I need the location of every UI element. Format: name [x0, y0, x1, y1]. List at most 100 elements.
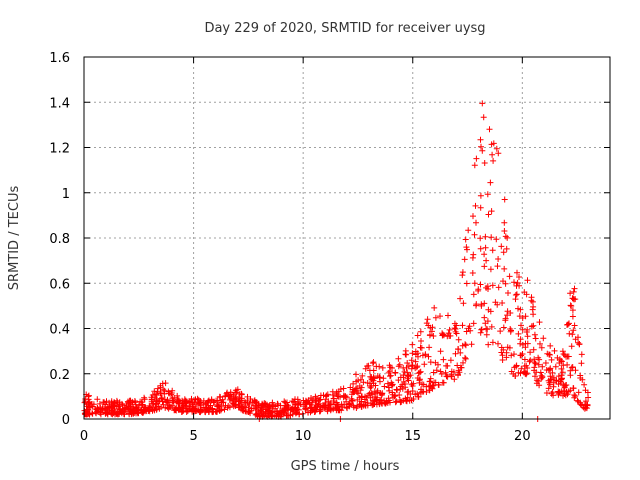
data-point [135, 410, 141, 417]
data-point [488, 323, 495, 330]
data-point [426, 387, 433, 394]
data-point [440, 356, 447, 363]
data-point [512, 296, 519, 303]
data-point [417, 328, 424, 335]
data-point [503, 349, 510, 356]
x-tick-label: 10 [295, 429, 312, 444]
data-point [503, 245, 510, 252]
data-point [165, 390, 172, 397]
data-point [555, 390, 562, 397]
data-point [423, 320, 430, 327]
data-point [357, 387, 364, 394]
data-point [498, 349, 505, 356]
data-point [197, 401, 204, 408]
data-point [329, 392, 336, 398]
data-point [561, 391, 568, 397]
data-point [344, 405, 351, 412]
axis-ticks: 0 5 10 15 20 0 0.2 0.4 0.6 0.8 1 1.2 1.4 1.6 [49, 51, 610, 444]
data-point [477, 329, 484, 336]
data-point [437, 313, 443, 320]
data-point [347, 384, 354, 391]
data-point [368, 383, 375, 390]
data-point [445, 312, 451, 319]
data-point [519, 341, 526, 348]
data-point [183, 398, 190, 405]
data-point [508, 352, 515, 359]
data-point [477, 136, 484, 143]
data-point [484, 326, 491, 333]
data-point [468, 341, 475, 348]
data-point [493, 145, 500, 152]
data-point [578, 402, 585, 409]
data-point [455, 371, 461, 378]
data-point [275, 402, 282, 409]
data-point [489, 151, 496, 158]
data-point [294, 396, 301, 403]
y-tick-label: 1.4 [49, 96, 70, 111]
data-point [501, 196, 508, 203]
data-point [272, 403, 279, 410]
data-point [530, 322, 537, 329]
data-point [561, 352, 568, 359]
data-point [478, 143, 484, 150]
data-point [565, 353, 572, 360]
data-point [485, 341, 492, 348]
data-point [524, 333, 531, 340]
data-point [310, 406, 317, 413]
data-point [358, 403, 365, 410]
data-point [225, 392, 232, 399]
data-point [494, 301, 501, 308]
data-point [502, 315, 509, 322]
data-point [370, 359, 377, 366]
data-point [567, 372, 574, 379]
data-point [495, 150, 502, 157]
data-point [430, 333, 437, 339]
data-point [518, 365, 525, 372]
data-point [469, 270, 476, 276]
data-point [404, 360, 411, 366]
data-point [316, 397, 323, 404]
data-point [570, 295, 577, 302]
data-point [120, 411, 127, 418]
data-point [543, 390, 550, 396]
data-point [527, 349, 534, 356]
data-point [501, 265, 508, 272]
data-point [302, 405, 309, 412]
data-point [198, 407, 204, 414]
data-point [348, 397, 355, 404]
data-point [421, 361, 428, 368]
data-point [194, 395, 201, 402]
data-point [281, 398, 288, 405]
data-point [487, 179, 494, 186]
data-point [405, 373, 412, 380]
data-point [425, 353, 432, 360]
data-point [548, 356, 555, 363]
data-point [125, 405, 132, 412]
data-point [371, 401, 378, 407]
data-point [242, 404, 249, 411]
y-tick-label: 0.8 [49, 232, 70, 247]
data-point [248, 405, 255, 412]
data-point [340, 385, 347, 392]
data-point [380, 375, 387, 382]
data-point [478, 326, 485, 333]
chart-title: Day 229 of 2020, SRMTID for receiver uys… [204, 21, 485, 36]
data-point [536, 319, 543, 326]
data-point [559, 348, 566, 355]
data-point [483, 257, 490, 264]
data-point [337, 393, 344, 400]
data-point [513, 291, 520, 298]
data-point [105, 405, 112, 412]
data-point [222, 402, 229, 409]
data-point [395, 363, 402, 370]
data-point [282, 410, 288, 417]
data-point [550, 392, 557, 399]
data-point [190, 403, 196, 410]
data-point [558, 358, 565, 365]
data-point [558, 365, 565, 372]
data-point [455, 346, 462, 353]
data-point [429, 324, 436, 331]
data-point [519, 351, 526, 357]
data-point [488, 141, 495, 148]
data-point [555, 373, 562, 380]
